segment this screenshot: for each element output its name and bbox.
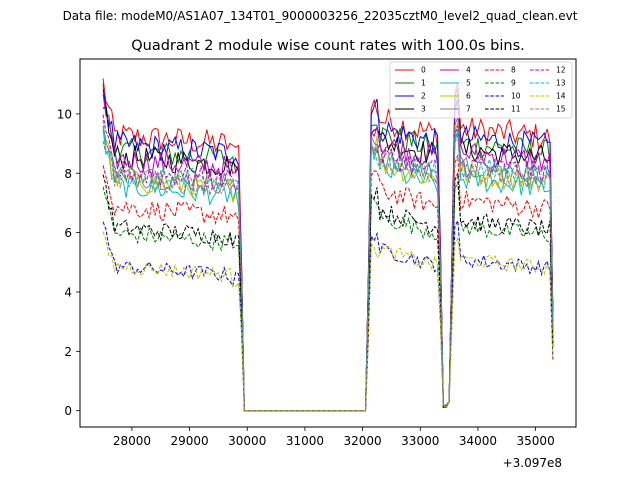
y-tick-label-10: 10 bbox=[57, 107, 72, 121]
x-tick-label-31000: 31000 bbox=[286, 434, 324, 448]
y-tick-label-4: 4 bbox=[64, 285, 72, 299]
x-axis: 28000 29000 30000 31000 32000 33000 34000 35000 bbox=[113, 427, 555, 448]
legend-label-9: 9 bbox=[511, 79, 516, 88]
series-line-14 bbox=[102, 231, 554, 412]
legend-label-2: 2 bbox=[421, 92, 426, 101]
plot-lines bbox=[102, 78, 554, 412]
y-tick-label-6: 6 bbox=[64, 226, 72, 240]
legend-label-1: 1 bbox=[421, 79, 426, 88]
y-tick-label-0: 0 bbox=[64, 404, 72, 418]
x-tick-label-30000: 30000 bbox=[228, 434, 266, 448]
x-tick-label-32000: 32000 bbox=[344, 434, 382, 448]
axes-border bbox=[79, 58, 577, 428]
y-tick-label-8: 8 bbox=[64, 167, 72, 181]
figure-suptitle: Data file: modeM0/AS1A07_134T01_90000032… bbox=[63, 9, 578, 23]
chart-title: Quadrant 2 module wise count rates with … bbox=[131, 38, 525, 54]
legend-label-15: 15 bbox=[556, 105, 566, 114]
legend-label-5: 5 bbox=[466, 79, 471, 88]
x-tick-label-33000: 33000 bbox=[401, 434, 439, 448]
legend-label-3: 3 bbox=[421, 105, 426, 114]
legend-label-12: 12 bbox=[556, 66, 566, 75]
legend-label-13: 13 bbox=[556, 79, 566, 88]
y-axis: 0 2 4 6 8 10 bbox=[57, 107, 80, 418]
legend-label-6: 6 bbox=[466, 92, 471, 101]
x-tick-label-28000: 28000 bbox=[113, 434, 151, 448]
legend-label-7: 7 bbox=[466, 105, 471, 114]
legend-label-11: 11 bbox=[511, 105, 521, 114]
series-line-9 bbox=[102, 181, 554, 412]
legend-label-4: 4 bbox=[466, 66, 471, 75]
legend-label-8: 8 bbox=[511, 66, 516, 75]
legend-label-0: 0 bbox=[421, 66, 426, 75]
axes-frame bbox=[79, 58, 577, 428]
x-tick-label-29000: 29000 bbox=[170, 434, 208, 448]
legend-label-10: 10 bbox=[511, 92, 521, 101]
legend-label-14: 14 bbox=[556, 92, 566, 101]
x-tick-label-35000: 35000 bbox=[517, 434, 555, 448]
x-offset-label: +3.097e8 bbox=[503, 456, 562, 470]
series-line-15 bbox=[102, 134, 554, 412]
y-tick-label-2: 2 bbox=[64, 345, 72, 359]
x-tick-label-34000: 34000 bbox=[459, 434, 497, 448]
legend-box bbox=[389, 61, 573, 119]
